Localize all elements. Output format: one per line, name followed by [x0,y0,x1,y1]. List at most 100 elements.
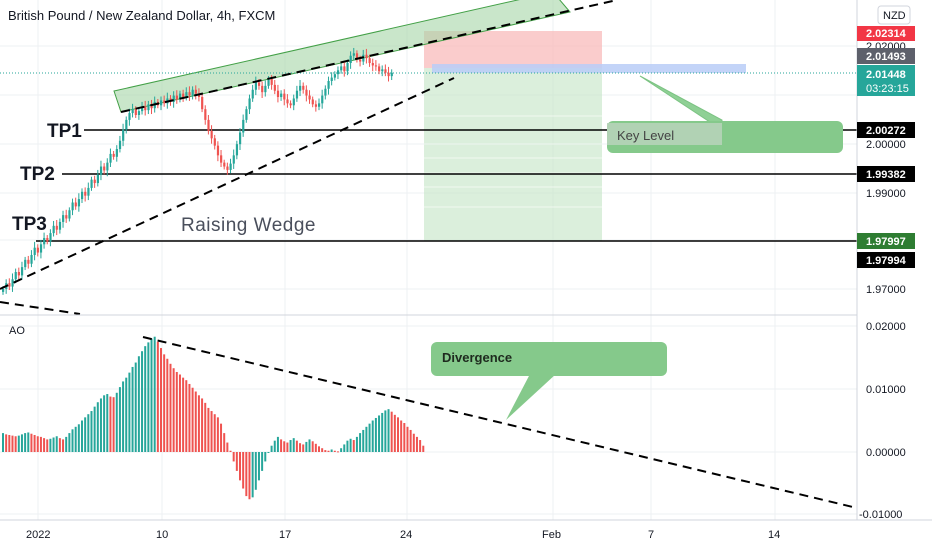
candle-body [131,109,134,114]
ao-bar [330,449,333,452]
ao-bar [349,438,352,452]
candle-body [355,53,359,60]
ao-bar [362,429,365,452]
ao-bar [62,439,65,452]
ao-bar [409,429,412,452]
candle-body [352,53,355,56]
tp3-label: TP3 [12,214,47,235]
candle-body [27,259,30,264]
ao-bar [106,394,109,452]
ao-bar [359,433,362,452]
ao-bar [257,452,260,481]
candle-body [226,166,229,170]
ao-bar [365,426,368,452]
candle-body [30,254,33,264]
ao-bar [403,423,406,452]
x-tick-label: 17 [279,529,291,541]
key-level-label: Key Level [617,128,674,143]
candle-body [39,244,43,253]
y-tick-label: 1.97000 [866,284,906,296]
ao-bar [141,351,144,452]
candle-body [71,202,74,211]
ao-bar [204,402,207,452]
ao-tick-label: -0.01000 [859,509,902,521]
candle-body [65,215,68,219]
candle-body [55,225,58,230]
candle-body [305,89,308,96]
ao-bar [397,417,399,452]
candle-body [194,89,197,94]
candle-body [261,85,264,93]
candle-body [229,163,232,170]
ao-bar [210,411,213,452]
candle-body [387,72,390,77]
ao-bar [336,451,339,453]
ao-bar [30,433,33,452]
ao-bar [387,409,390,452]
candle-body [270,79,273,85]
wedge-upper-channel [113,0,571,113]
ao-tick-label: 0.02000 [866,321,906,333]
ao-bar [172,368,175,452]
candle-body [204,109,207,120]
divergence-callout [431,342,667,376]
candle-body [77,199,81,207]
candle-body [106,162,109,171]
ao-bar [251,452,254,498]
candle-body [318,103,321,107]
ao-bar [232,452,235,462]
ao-bar [207,407,210,452]
ao-bar [81,420,83,452]
ao-bar [188,383,191,452]
ao-bar [299,443,302,452]
svg-text:1.97997: 1.97997 [866,236,906,248]
ao-bar [422,445,425,452]
ao-bar [381,412,384,452]
candle-body [314,104,318,107]
candle-body [308,95,311,100]
currency-badge[interactable] [877,5,911,25]
candle-body [374,65,378,67]
candle-body [299,85,302,91]
ao-bar [128,372,131,452]
candle-body [235,144,239,156]
candle-body [62,215,65,222]
wedge-lower-line [0,77,455,290]
candle-body [144,106,147,111]
candle-body [232,155,235,164]
ao-bar [261,452,264,471]
svg-text:2.02314: 2.02314 [866,28,907,40]
ao-bar [175,371,178,452]
divergence-callout-pointer [506,374,556,420]
candle-body [90,179,93,188]
ao-bar [99,398,102,452]
candle-body [160,100,163,106]
candle-body [188,92,191,96]
candle-body [333,74,336,78]
ao-bar [352,440,355,452]
candle-body [172,95,175,102]
ao-tick-label: 0.00000 [866,447,906,459]
ao-bar [185,380,188,452]
ao-bar [321,448,324,452]
ao-bar [134,362,137,452]
ao-bar [55,436,58,452]
candle-body [81,191,84,200]
ao-bar [242,452,245,489]
ao-bar [118,387,121,452]
candle-body [378,66,381,72]
ao-bar [302,444,305,452]
candle-body [112,153,115,157]
take-profit-zone [424,68,602,241]
price-label-target: 1.97997 [857,233,915,249]
svg-text:1.99382: 1.99382 [866,169,906,181]
ao-bar [96,402,99,452]
ao-histogram [2,336,425,500]
ao-bar [144,346,147,452]
candle-body [283,93,286,100]
ao-bar [109,396,112,452]
price-label-tp2: 1.99382 [857,166,915,182]
ao-bar [239,452,241,481]
candle-body [327,80,330,89]
